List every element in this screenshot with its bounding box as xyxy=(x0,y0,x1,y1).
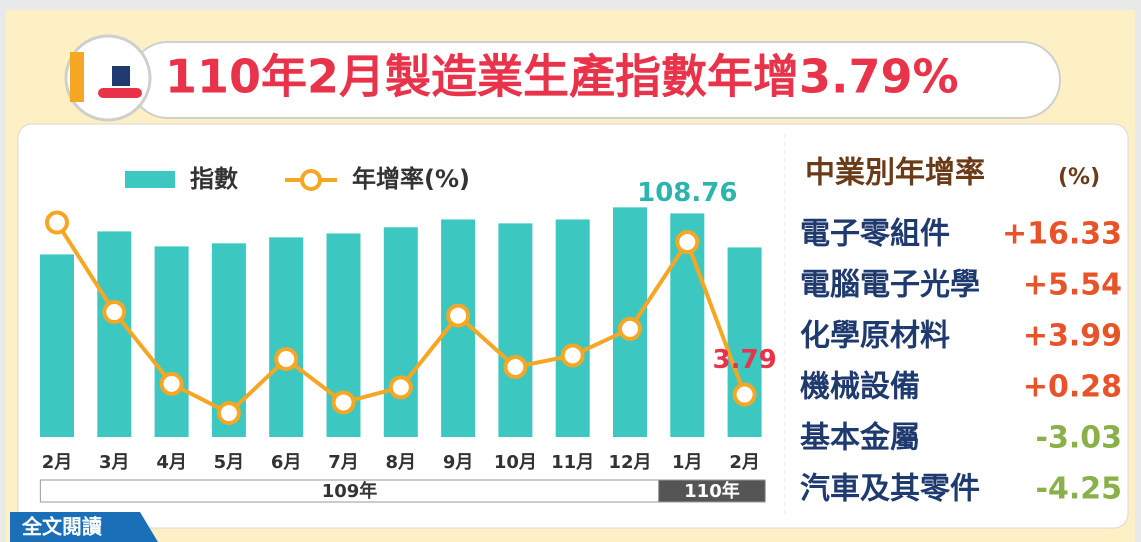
growth-marker xyxy=(620,319,640,339)
growth-marker xyxy=(162,374,182,394)
growth-marker xyxy=(104,302,124,322)
growth-marker xyxy=(391,377,411,397)
growth-marker xyxy=(276,349,296,369)
growth-marker xyxy=(47,213,67,233)
icon-box xyxy=(112,66,130,86)
x-tick-label: 1月 xyxy=(672,452,703,473)
x-tick-label: 11月 xyxy=(551,452,594,473)
x-tick-label: 2月 xyxy=(42,452,73,473)
icon-belt xyxy=(98,88,142,98)
x-tick-label: 8月 xyxy=(386,452,417,473)
industry-growth: -4.25 xyxy=(1036,472,1122,507)
growth-marker xyxy=(219,403,239,423)
bar xyxy=(556,219,590,437)
side-unit: (%) xyxy=(1058,165,1100,190)
legend-marker xyxy=(302,171,320,189)
industry-growth: -3.03 xyxy=(1036,421,1122,456)
bar xyxy=(97,231,131,437)
bar-value-label: 108.76 xyxy=(637,178,737,208)
line-value-label: 3.79 xyxy=(713,345,777,375)
x-tick-label: 4月 xyxy=(156,452,187,473)
growth-marker xyxy=(677,232,697,252)
legend-label: 年增率(%) xyxy=(352,165,470,193)
growth-marker xyxy=(448,306,468,326)
bar xyxy=(40,254,74,437)
industry-name: 機械設備 xyxy=(800,370,920,405)
icon-arm xyxy=(70,52,84,102)
bar xyxy=(498,223,532,437)
group-label: 109年 xyxy=(322,480,378,502)
bar xyxy=(384,227,418,437)
bar xyxy=(269,237,303,437)
industry-name: 電子零組件 xyxy=(800,217,950,252)
industry-name: 化學原材料 xyxy=(800,319,950,354)
bar xyxy=(155,246,189,437)
x-tick-label: 2月 xyxy=(729,452,760,473)
legend-swatch xyxy=(125,171,175,188)
infographic: 110年2月製造業生產指數年增3.79% 中業別年增率 (%) 全文閱讀 指數 年… xyxy=(0,0,1141,542)
growth-marker xyxy=(334,392,354,412)
header-title: 110年2月製造業生產指數年增3.79% xyxy=(165,50,959,104)
industry-growth: +0.28 xyxy=(1023,370,1122,405)
growth-marker xyxy=(735,385,755,405)
industry-name: 基本金屬 xyxy=(800,421,920,456)
industry-growth: +3.99 xyxy=(1023,319,1122,354)
industry-growth: +5.54 xyxy=(1023,268,1122,303)
x-tick-label: 5月 xyxy=(214,452,245,473)
growth-marker xyxy=(505,357,525,377)
x-tick-label: 12月 xyxy=(608,452,651,473)
industry-name: 電腦電子光學 xyxy=(800,268,980,303)
legend-label: 指數 xyxy=(190,165,238,193)
industry-growth: +16.33 xyxy=(1002,217,1122,252)
group-label: 110年 xyxy=(684,480,740,502)
growth-marker xyxy=(563,345,583,365)
x-tick-label: 10月 xyxy=(494,452,537,473)
side-title: 中業別年增率 xyxy=(805,156,985,191)
x-tick-label: 9月 xyxy=(443,452,474,473)
read-button-label[interactable]: 全文閱讀 xyxy=(21,515,102,539)
x-tick-label: 3月 xyxy=(99,452,130,473)
x-tick-label: 6月 xyxy=(271,452,302,473)
industry-name: 汽車及其零件 xyxy=(800,472,980,507)
x-tick-label: 7月 xyxy=(328,452,359,473)
bar xyxy=(728,247,762,437)
